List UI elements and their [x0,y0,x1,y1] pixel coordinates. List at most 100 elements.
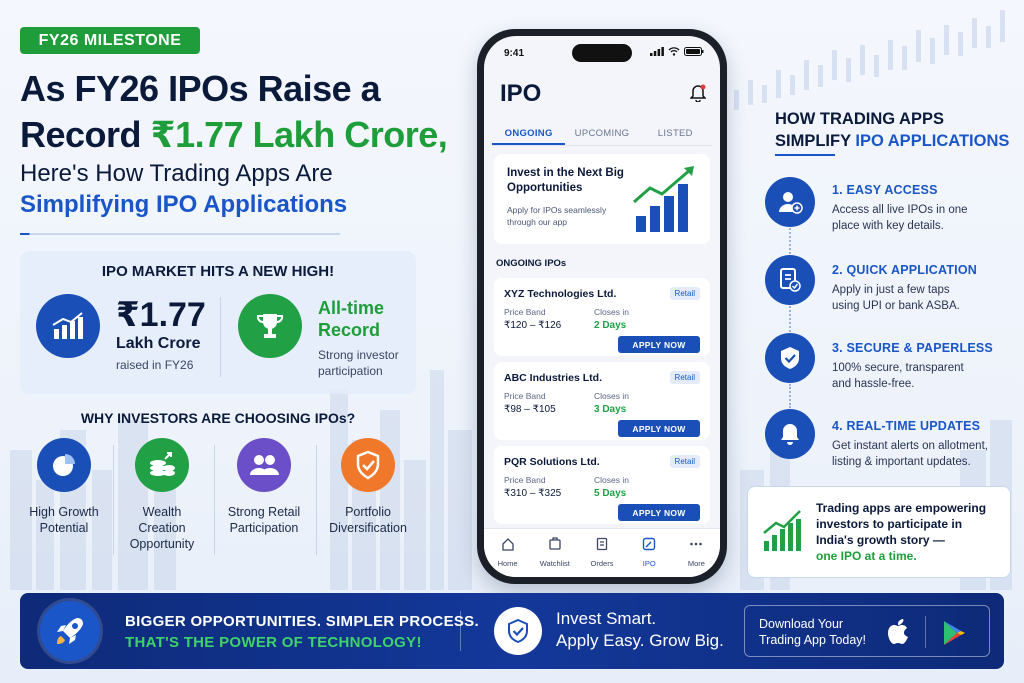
nav-more[interactable]: More [673,529,720,577]
step-title: 4. REAL-TIME UPDATES [832,419,981,433]
phone-mockup: 9:41 IPO ONGOING UPCOMING LISTED Invest … [477,29,727,584]
download-line: Trading App Today! [759,633,867,647]
why-label-line: Creation [138,521,186,535]
step-desc: Access all live IPOs in one place with ke… [832,202,1012,234]
step-connector [789,228,791,254]
invest-line1: Invest Smart. [556,609,657,628]
download-divider [925,616,926,648]
ipo-card[interactable]: PQR Solutions Ltd. Retail Price Band ₹31… [494,446,710,524]
market-title: IPO MARKET HITS A NEW HIGH! [101,263,335,280]
apply-now-button[interactable]: APPLY NOW [618,504,700,521]
why-label: Strong Retail Participation [214,504,314,536]
ipo-nav-icon [643,537,656,551]
step-desc-line: Get instant alerts on allotment, [832,440,988,452]
closes-value: 2 Days [594,320,627,331]
how-title-line2: SIMPLIFY IPO APPLICATIONS [775,130,1015,152]
orders-icon [596,537,608,551]
headline-line2-prefix: Record [20,114,151,155]
why-label: Wealth Creation Opportunity [112,504,212,552]
how-title: HOW TRADING APPS SIMPLIFY IPO APPLICATIO… [775,108,1015,152]
market-card: IPO MARKET HITS A NEW HIGH! ₹1.77 Lakh C… [20,251,416,394]
pie-chart-icon [37,438,91,492]
document-check-icon [765,255,815,305]
apple-icon[interactable] [887,618,911,646]
nav-home[interactable]: Home [484,529,531,577]
notification-bell-icon[interactable] [689,84,707,107]
price-band-label: Price Band [504,307,546,317]
how-title-prefix: SIMPLIFY [775,132,856,150]
why-item-growth: High Growth Potential [14,438,114,536]
download-box[interactable]: Download Your Trading App Today! [744,605,990,657]
tab-ongoing[interactable]: ONGOING [492,116,566,145]
nav-label: Home [497,559,518,568]
record-caption-2: participation [318,364,383,378]
apply-now-button[interactable]: APPLY NOW [618,420,700,437]
why-item-retail: Strong Retail Participation [214,438,314,536]
empower-line: investors to participate in [816,517,963,531]
closes-label: Closes in [594,307,629,317]
tab-listed[interactable]: LISTED [657,128,693,139]
stat-divider [220,297,221,377]
why-label-line: Portfolio [345,505,391,519]
retail-badge: Retail [669,371,700,384]
price-band-value: ₹120 – ₹126 [504,320,562,331]
promo-card[interactable]: Invest in the Next Big Opportunities App… [494,154,710,244]
nav-ipo[interactable]: IPO [626,529,673,577]
google-play-icon[interactable] [941,619,967,647]
headline-line1: As FY26 IPOs Raise a [20,68,381,109]
growth-bars-icon [763,510,801,551]
app-title: IPO [500,80,542,107]
why-label-line: High Growth [29,505,99,519]
record-line2: Record [318,320,381,340]
nav-label: More [687,559,705,568]
banner-line2: THAT'S THE POWER OF TECHNOLOGY! [125,634,422,651]
closes-value: 5 Days [594,488,627,499]
step-title: 3. SECURE & PAPERLESS [832,341,993,355]
why-divider [316,445,317,555]
why-label: Portfolio Diversification [318,504,418,536]
step-title: 2. QUICK APPLICATION [832,263,977,277]
step-desc: Get instant alerts on allotment, listing … [832,438,1012,470]
empower-line: India's growth story — [816,533,945,547]
ipo-name: ABC Industries Ltd. [504,372,603,384]
price-band-label: Price Band [504,391,546,401]
nav-label: Watchlist [539,559,570,568]
amount-caption: raised in FY26 [116,358,194,372]
rocket-icon [40,601,100,661]
ipo-tabs: ONGOING UPCOMING LISTED [492,116,712,146]
price-band-value: ₹98 – ₹105 [504,404,556,415]
tab-upcoming[interactable]: UPCOMING [574,128,630,139]
phone-screen: 9:41 IPO ONGOING UPCOMING LISTED Invest … [484,36,720,577]
nav-watchlist[interactable]: Watchlist [531,529,578,577]
why-label: High Growth Potential [14,504,114,536]
promo-title: Invest in the Next Big Opportunities [507,167,624,194]
why-divider [113,445,114,555]
nav-orders[interactable]: Orders [578,529,625,577]
how-underline [775,154,835,156]
step-desc-line: place with key details. [832,220,944,232]
closes-label: Closes in [594,391,629,401]
bottom-banner: BIGGER OPPORTUNITIES. SIMPLER PROCESS. T… [20,593,1004,669]
step-connector [789,306,791,332]
ipo-card[interactable]: ABC Industries Ltd. Retail Price Band ₹9… [494,362,710,440]
people-icon [237,438,291,492]
section-label: ONGOING IPOs [496,258,567,269]
candlestick-background [734,10,1005,110]
home-icon [501,538,514,551]
step-desc-line: listing & important updates. [832,456,971,468]
status-time: 9:41 [504,48,525,59]
signal-icon [650,47,664,56]
headline: As FY26 IPOs Raise a Record ₹1.77 Lakh C… [20,66,460,158]
step-title: 1. EASY ACCESS [832,183,938,197]
ipo-card[interactable]: XYZ Technologies Ltd. Retail Price Band … [494,278,710,356]
step-desc-line: Apply in just a few taps [832,284,950,296]
apply-now-button[interactable]: APPLY NOW [618,336,700,353]
step-connector [789,384,791,408]
banner-divider [460,611,461,651]
trophy-icon [238,294,302,358]
download-text: Download Your Trading App Today! [759,616,879,648]
closes-label: Closes in [594,475,629,485]
step-desc-line: and hassle-free. [832,378,915,390]
empower-line: Trading apps are empowering [816,501,987,515]
step-desc: 100% secure, transparent and hassle-free. [832,360,1012,392]
